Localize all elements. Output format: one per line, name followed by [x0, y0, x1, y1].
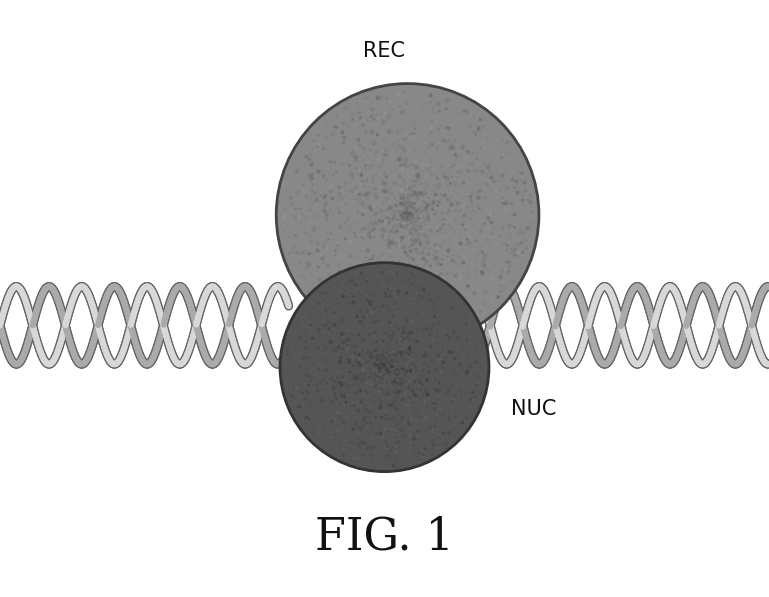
Circle shape — [280, 263, 489, 472]
Text: FIG. 1: FIG. 1 — [315, 516, 454, 559]
Text: NUC: NUC — [511, 399, 557, 419]
Text: REC: REC — [364, 41, 405, 61]
Circle shape — [276, 84, 539, 346]
